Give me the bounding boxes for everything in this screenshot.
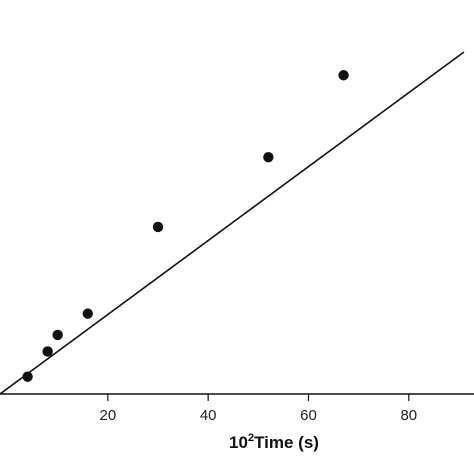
x-tick-label: 20 [99,407,116,424]
x-tick-label: 40 [200,407,217,424]
data-point [52,329,63,341]
x-axis-title-base: 10 [229,433,248,452]
x-axis-title: 102Time (s) [229,432,319,452]
data-points [22,70,349,382]
x-axis-title-exponent: 2 [248,432,254,444]
data-point [263,152,274,163]
x-tick-label: 80 [400,407,417,424]
x-axis-ticks: 20 40 60 80 [99,394,417,424]
fit-line [0,51,465,395]
data-point [42,346,53,357]
data-point [338,70,349,81]
data-point [82,308,93,319]
x-tick-label: 60 [300,407,317,424]
data-point [152,221,164,233]
data-point [22,371,33,382]
x-axis-title-text: Time (s) [254,433,319,452]
